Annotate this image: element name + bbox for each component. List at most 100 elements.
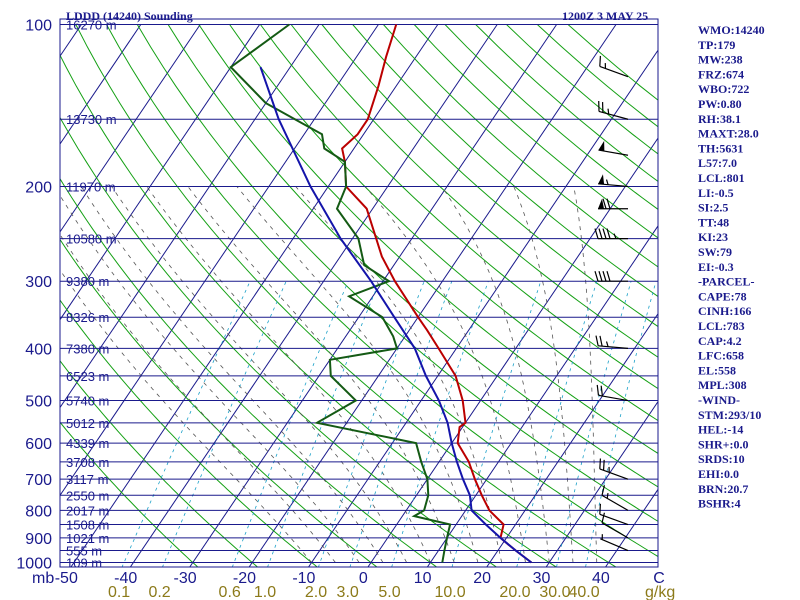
height-label: 10580 m <box>66 232 117 247</box>
wind-barb <box>598 174 629 188</box>
moist-adiabat-line <box>364 186 526 563</box>
dry-adiabat-line <box>60 116 498 567</box>
mixing-ratio-label: 20.0 <box>499 584 530 600</box>
index-item: SW:79 <box>698 245 732 259</box>
index-item: TH:5631 <box>698 141 743 155</box>
isotherm-line <box>0 25 22 574</box>
moist-adiabat-line <box>295 186 503 563</box>
wind-barb <box>594 228 628 240</box>
wind-barb <box>600 534 629 552</box>
mixing-ratio-label: 1.0 <box>254 584 276 600</box>
index-item: RH:38.1 <box>698 112 741 126</box>
temperature-unit-label: C <box>653 570 665 587</box>
mixing-ratio-label: 40.0 <box>568 584 599 600</box>
index-item: TP:179 <box>698 38 735 52</box>
dry-adiabat-line <box>506 24 658 155</box>
temperature-tick-label: 40 <box>592 570 610 587</box>
index-item: EL:558 <box>698 363 736 377</box>
plot-frame <box>59 18 659 568</box>
wind-barb <box>601 485 629 511</box>
mixing-ratio-label: 30.0 <box>539 584 570 600</box>
height-label: 13730 m <box>66 112 117 127</box>
mixing-ratio-line <box>585 281 657 567</box>
pressure-unit-label: mb <box>32 570 54 587</box>
isotherm-line <box>189 24 558 567</box>
temperature-tick-label: -30 <box>174 570 197 587</box>
mixing-ratio-label: 3.0 <box>337 584 359 600</box>
dry-adiabat-line <box>60 421 199 567</box>
index-item: LFC:658 <box>698 349 744 363</box>
height-label: 7380 m <box>66 341 109 356</box>
index-item: L57:7.0 <box>698 156 737 170</box>
dry-adiabat-line <box>259 24 658 390</box>
wind-barb <box>594 271 628 282</box>
wind-barb <box>599 458 629 480</box>
isobars <box>60 24 658 563</box>
dry-adiabat-line <box>75 24 617 567</box>
moist-adiabat-line <box>60 269 312 563</box>
mixing-ratio-line <box>318 281 425 567</box>
mixing-unit-label: g/kg <box>645 584 675 600</box>
pressure-tick-label: 200 <box>25 179 52 196</box>
temperature-tick-label: -10 <box>292 570 315 587</box>
wind-barb <box>601 512 629 539</box>
mixing-ratio-line <box>516 281 598 567</box>
pressure-tick-label: 700 <box>25 472 52 489</box>
mixing-ratio-label: 0.6 <box>219 584 241 600</box>
temperature-tick-label: 20 <box>473 570 491 587</box>
isotherm-line <box>486 312 658 567</box>
mixing-ratio-line <box>162 281 287 567</box>
index-item: TT:48 <box>698 215 729 229</box>
isotherm-line <box>60 24 379 497</box>
isotherm-line <box>60 24 261 321</box>
index-item: WBO:722 <box>698 82 749 96</box>
pressure-tick-label: 300 <box>25 274 52 291</box>
mixing-ratio-label: 5.0 <box>378 584 400 600</box>
mixing-ratio-line <box>451 281 542 567</box>
index-item: SRDS:10 <box>698 452 745 466</box>
index-item: -WIND- <box>698 393 740 407</box>
dry-adiabat-line <box>290 24 658 358</box>
wind-barb <box>596 384 629 402</box>
index-item: -PARCEL- <box>698 275 754 289</box>
dry-adiabat-line <box>136 24 658 522</box>
mixing-ratio-label: 2.0 <box>305 584 327 600</box>
wind-barb <box>598 101 629 120</box>
dry-adiabat-line <box>383 24 658 268</box>
index-item: MPL:308 <box>698 378 747 392</box>
moist-adiabat-line <box>236 186 479 563</box>
index-item: SI:2.5 <box>698 201 728 215</box>
height-label: 5012 m <box>66 416 109 431</box>
height-label: 4339 m <box>66 436 109 451</box>
dry-adiabat-line <box>352 24 658 298</box>
wind-barb <box>599 55 629 78</box>
dry-adiabat-line <box>475 24 658 183</box>
dry-adiabat-line <box>60 360 259 567</box>
pressure-tick-label: 1000 <box>16 556 52 573</box>
index-item: EHI:0.0 <box>698 467 739 481</box>
dry-adiabat-line <box>198 24 658 454</box>
temperature-tick-label: -20 <box>233 570 256 587</box>
isotherm-line <box>70 24 439 567</box>
chart-title: LDDD (14240) Sounding <box>66 9 193 23</box>
background-lines <box>0 24 658 574</box>
wind-barb <box>598 140 629 156</box>
index-item: MW:238 <box>698 53 743 67</box>
height-label: 16270 m <box>66 18 117 33</box>
index-item: KI:23 <box>698 230 728 244</box>
index-item: LI:-0.5 <box>698 186 734 200</box>
index-item: BSHR:4 <box>698 497 741 511</box>
time-label: 1200Z 3 MAY 25 <box>562 9 648 23</box>
index-item: HEL:-14 <box>698 423 743 437</box>
temperature-tick-label: 10 <box>414 570 432 587</box>
isotherm-line <box>426 225 658 567</box>
height-label: 2017 m <box>66 503 109 518</box>
height-label: 3117 m <box>66 472 108 487</box>
isotherm-line <box>60 24 201 233</box>
dry-adiabat-line <box>229 24 658 422</box>
pressure-tick-label: 600 <box>25 436 52 453</box>
height-label: 1021 m <box>66 531 109 546</box>
index-item: BRN:20.7 <box>698 482 748 496</box>
